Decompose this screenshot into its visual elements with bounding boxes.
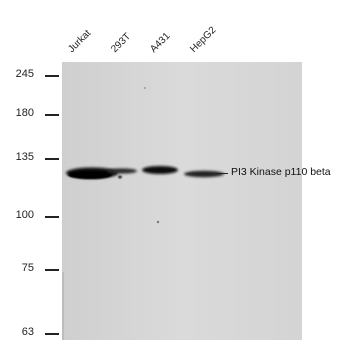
mw-label-245: 245 xyxy=(15,68,34,80)
lane-label-a431: A431 xyxy=(148,30,173,55)
blot-membrane xyxy=(62,62,302,340)
lane-label-293t: 293T xyxy=(109,31,134,55)
band-293t xyxy=(107,168,137,174)
mw-tick-245 xyxy=(45,75,59,77)
lane-label-jurkat: Jurkat xyxy=(66,27,94,55)
lane-label-hepg2: HepG2 xyxy=(188,24,219,55)
mw-tick-135 xyxy=(45,158,59,160)
mw-label-100: 100 xyxy=(15,209,34,221)
mw-label-180: 180 xyxy=(15,107,34,119)
mw-label-135: 135 xyxy=(15,151,34,163)
mw-tick-75 xyxy=(45,269,59,271)
mw-label-75: 75 xyxy=(21,262,34,274)
target-label: PI3 Kinase p110 beta xyxy=(231,166,331,178)
mw-label-63: 63 xyxy=(21,326,34,338)
target-tick xyxy=(216,173,228,175)
mw-tick-63 xyxy=(45,333,59,335)
mw-tick-100 xyxy=(45,216,59,218)
band-a431 xyxy=(142,166,178,174)
mw-tick-180 xyxy=(45,114,59,116)
band-hepg2 xyxy=(184,170,224,178)
membrane-background xyxy=(62,62,302,340)
